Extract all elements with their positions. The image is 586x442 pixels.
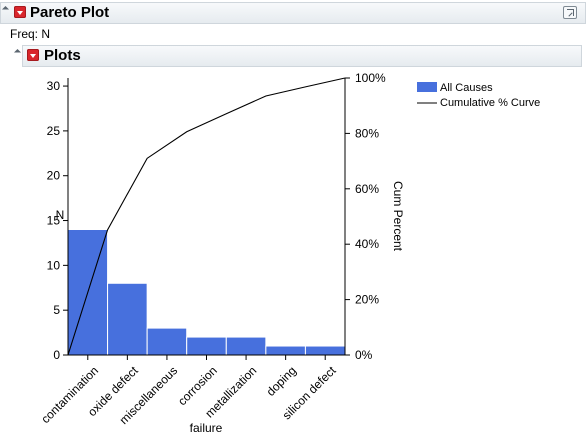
- red-triangle-menu-icon[interactable]: [27, 49, 39, 61]
- legend-label-cumulative-curve: Cumulative % Curve: [440, 97, 540, 109]
- y2-axis-label: Cum Percent: [391, 181, 405, 252]
- left-tick-layer: 0 5 10 15 20 25 30: [47, 79, 68, 362]
- x-axis-label: failure: [190, 421, 223, 435]
- y-tick-label: 10: [47, 258, 61, 272]
- y2-tick-label: 60%: [355, 182, 379, 196]
- pareto-plot-title: Pareto Plot: [30, 4, 110, 21]
- red-triangle-menu-icon[interactable]: [14, 6, 26, 18]
- y2-tick-label: 80%: [355, 126, 379, 140]
- right-tick-layer: 0% 20% 40% 60% 80% 100%: [345, 71, 386, 362]
- y-axis-label: N: [56, 208, 65, 222]
- y-tick-label: 25: [47, 124, 61, 138]
- y-tick-label: 20: [47, 169, 61, 183]
- y2-tick-label: 0%: [355, 348, 373, 362]
- legend-label-all-causes: All Causes: [440, 82, 493, 94]
- plots-title: Plots: [44, 47, 81, 64]
- y-tick-label: 30: [47, 79, 61, 93]
- bar-metallization[interactable]: [225, 336, 267, 356]
- export-icon[interactable]: [563, 6, 577, 19]
- plots-outline-header[interactable]: [22, 45, 582, 67]
- y-tick-label: 15: [47, 214, 61, 228]
- freq-label: Freq: N: [10, 27, 51, 41]
- x-tick-label-doping: doping: [264, 363, 299, 398]
- y2-tick-label: 20%: [355, 293, 379, 307]
- y2-tick-label: 40%: [355, 237, 379, 251]
- y2-tick-label: 100%: [355, 71, 386, 85]
- legend-swatch-all-causes: [417, 82, 437, 92]
- bar-silicon-defect[interactable]: [304, 345, 346, 356]
- bar-oxide-defect[interactable]: [107, 282, 148, 356]
- bar-doping[interactable]: [265, 345, 306, 356]
- bar-corrosion[interactable]: [186, 336, 227, 356]
- cumulative-curve: [67, 77, 346, 356]
- y-tick-label: 5: [53, 303, 60, 317]
- y-tick-label: 0: [53, 348, 60, 362]
- bar-miscellaneous[interactable]: [146, 327, 188, 356]
